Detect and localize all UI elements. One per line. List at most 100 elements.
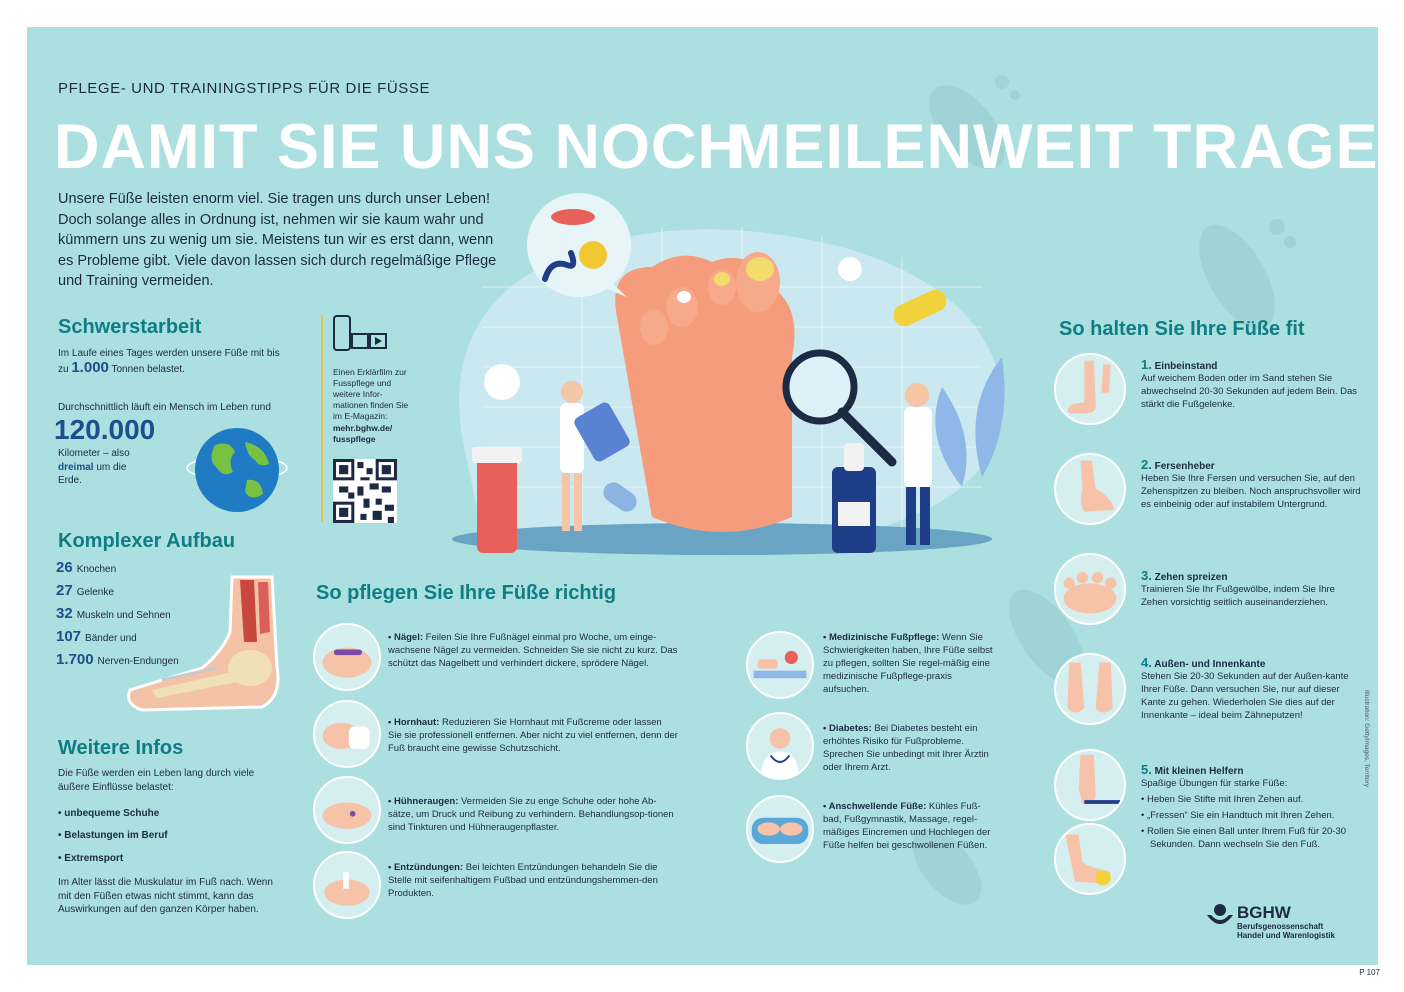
komplex-title: Komplexer Aufbau xyxy=(58,530,236,552)
line2-pre: zu xyxy=(58,364,69,375)
fit-heading: Zehen spreizen xyxy=(1154,572,1228,583)
care-label: • Entzündungen: xyxy=(388,862,464,873)
care-label: • Hühneraugen: xyxy=(388,796,459,807)
bghw-logo-subtitle: Berufsgenossenschaft Handel und Warenlog… xyxy=(1237,922,1335,940)
row-num: 1.700 xyxy=(56,651,94,668)
fit-item-2: 2. Fersenheber Heben Sie Ihre Fersen und… xyxy=(1141,457,1361,511)
komplex-row: 26 Knochen xyxy=(56,559,179,582)
fit-text: Auf weichem Boden oder im Sand stehen Si… xyxy=(1141,373,1358,410)
fit-text: Trainieren Sie Ihr Fußgewölbe, indem Sie… xyxy=(1141,584,1335,608)
fit-item-4: 4. Außen- und Innenkante Stehen Sie 20-3… xyxy=(1141,655,1363,722)
illustration-credit: Illustration: GettyImages, Territory xyxy=(1363,689,1370,787)
fit-heading: Einbeinstand xyxy=(1154,361,1218,372)
bghw-logo-icon xyxy=(1207,904,1233,924)
fit-text: Spaßige Übungen für starke Füße: xyxy=(1141,778,1288,789)
komplex-row: 107 Bänder und xyxy=(56,628,179,651)
km-mid: um xyxy=(96,461,111,473)
film-link[interactable]: mehr.bghw.de/ fusspflege xyxy=(333,423,393,444)
footbath-icon xyxy=(746,795,814,863)
fit-heading: Fersenheber xyxy=(1154,461,1215,472)
tonnen-number: 1.000 xyxy=(71,359,109,376)
care-text: Wenn Sie Schwierigkeiten haben, Ihre Füß… xyxy=(823,632,993,695)
einbeinstand-icon xyxy=(1054,353,1126,425)
headline-part1: DAMIT SIE UNS NOCH xyxy=(54,112,745,182)
fit-item-5: 5. Mit kleinen Helfern Spaßige Übungen f… xyxy=(1141,762,1363,851)
care-label: • Hornhaut: xyxy=(388,717,440,728)
care-text: Vermeiden Sie zu enge Schuhe oder hohe A… xyxy=(388,796,674,833)
care-item-hornhaut: • Hornhaut: Reduzieren Sie Hornhaut mit … xyxy=(388,716,678,755)
care-text: Feilen Sie Ihre Fußnägel einmal pro Woch… xyxy=(388,632,678,669)
row-num: 107 xyxy=(56,628,82,645)
zehen-spreizen-icon xyxy=(1054,553,1126,625)
row-num: 27 xyxy=(56,582,73,599)
kicker: PFLEGE- UND TRAININGSTIPPS FÜR DIE FÜSSE xyxy=(58,80,431,97)
weitere-text: Die Füße werden ein Leben lang durch vie… xyxy=(58,768,255,793)
care-item-huehneraugen: • Hühneraugen: Vermeiden Sie zu enge Sch… xyxy=(388,795,678,834)
care-item-diabetes: • Diabetes: Bei Diabetes besteht ein erh… xyxy=(823,722,993,774)
care-text: Bei leichten Entzündungen behandeln Sie … xyxy=(388,862,658,899)
row-label: Knochen xyxy=(76,564,117,575)
care-item-entzuendungen: • Entzündungen: Bei leichten Entzündunge… xyxy=(388,861,678,900)
hero-foot-illustration xyxy=(452,227,1005,555)
km-pre: Kilometer – also xyxy=(58,448,130,459)
row-label: Gelenke xyxy=(76,587,114,598)
video-device-icon xyxy=(333,315,387,351)
komplex-row: 27 Gelenke xyxy=(56,582,179,605)
schwerstarbeit-line3: Durchschnittlich läuft ein Mensch im Leb… xyxy=(58,402,271,413)
naegel-icon xyxy=(313,623,381,691)
care-label: • Anschwellende Füße: xyxy=(823,801,927,812)
kilometer-number: 120.000 xyxy=(54,414,156,445)
fit-item-1: 1. Einbeinstand Auf weichem Boden oder i… xyxy=(1141,357,1361,411)
care-item-anschwellend: • Anschwellende Füße: Kühles Fuß-bad, Fu… xyxy=(823,800,993,852)
care-text: Bei Diabetes besteht ein erhöhtes Risiko… xyxy=(823,723,989,773)
logo-line1: Berufsgenossenschaft xyxy=(1237,922,1324,931)
helper-bullet: • Rollen Sie einen Ball unter Ihrem Fuß … xyxy=(1141,826,1347,850)
line2-post: Tonnen belastet. xyxy=(111,364,185,375)
schwerstarbeit-line2: zu 1.000 Tonnen belastet. xyxy=(58,359,185,377)
helper-bullet: • Heben Sie Stifte mit Ihren Zehen auf. xyxy=(1141,794,1304,805)
doctor-icon xyxy=(746,712,814,780)
komplex-list: 26 Knochen 27 Gelenke 32 Muskeln und Sehnen… xyxy=(56,559,179,674)
komplex-row: 32 Muskeln und Sehnen xyxy=(56,605,179,628)
kilometer-text: Kilometer – also dreimal um die Erde. xyxy=(58,447,148,488)
globe-icon xyxy=(186,428,288,512)
fit-num: 1. xyxy=(1141,357,1152,372)
fit-item-3: 3. Zehen spreizen Trainieren Sie Ihr Fuß… xyxy=(1141,568,1361,609)
care-label: • Nägel: xyxy=(388,632,423,643)
weitere-footer: Im Alter lässt die Muskulatur im Fuß nac… xyxy=(58,877,273,915)
row-label: Muskeln und Sehnen xyxy=(76,610,171,621)
footprint-watermarks xyxy=(912,75,1296,905)
care-label: • Diabetes: xyxy=(823,723,872,734)
entzuendungen-icon xyxy=(313,851,381,919)
stifte-icon xyxy=(1054,749,1126,821)
ball-icon xyxy=(1054,823,1126,895)
kanten-icon xyxy=(1054,653,1126,725)
film-divider xyxy=(321,315,323,522)
bghw-logo-text: BGHW xyxy=(1237,903,1291,922)
qr-code[interactable] xyxy=(333,459,397,523)
fit-num: 5. xyxy=(1141,762,1152,777)
male-doctor xyxy=(904,383,932,545)
fit-text: Heben Sie Ihre Fersen und versuchen Sie,… xyxy=(1141,473,1361,510)
row-num: 32 xyxy=(56,605,73,622)
pflege-title: So pflegen Sie Ihre Füße richtig xyxy=(316,582,617,604)
weitere-bullet: • unbequeme Schuhe xyxy=(58,808,160,819)
fersenheber-icon xyxy=(1054,453,1126,525)
schwerstarbeit-line1: Im Laufe eines Tages werden unsere Füße … xyxy=(58,348,280,359)
km-post: die Erde. xyxy=(58,461,127,487)
poster: PFLEGE- UND TRAININGSTIPPS FÜR DIE FÜSSE… xyxy=(27,27,1378,965)
female-doctor xyxy=(560,381,630,531)
fit-title: So halten Sie Ihre Füße fit xyxy=(1059,318,1305,340)
weitere-title: Weitere Infos xyxy=(58,737,184,759)
helper-bullet: • „Fressen“ Sie ein Handtuch mit Ihren Z… xyxy=(1141,810,1335,821)
fit-num: 3. xyxy=(1141,568,1152,583)
intro-text: Unsere Füße leisten enorm viel. Sie trag… xyxy=(58,191,497,289)
row-num: 26 xyxy=(56,559,73,576)
fit-heading: Mit kleinen Helfern xyxy=(1154,766,1244,777)
care-text: Reduzieren Sie Hornhaut mit Fußcreme ode… xyxy=(388,717,678,754)
fit-num: 2. xyxy=(1141,457,1152,472)
fusspflege-icon xyxy=(746,631,814,699)
hornhaut-icon xyxy=(313,700,381,768)
weitere-bullet: • Belastungen im Beruf xyxy=(58,830,168,841)
care-label: • Medizinische Fußpflege: xyxy=(823,632,940,643)
